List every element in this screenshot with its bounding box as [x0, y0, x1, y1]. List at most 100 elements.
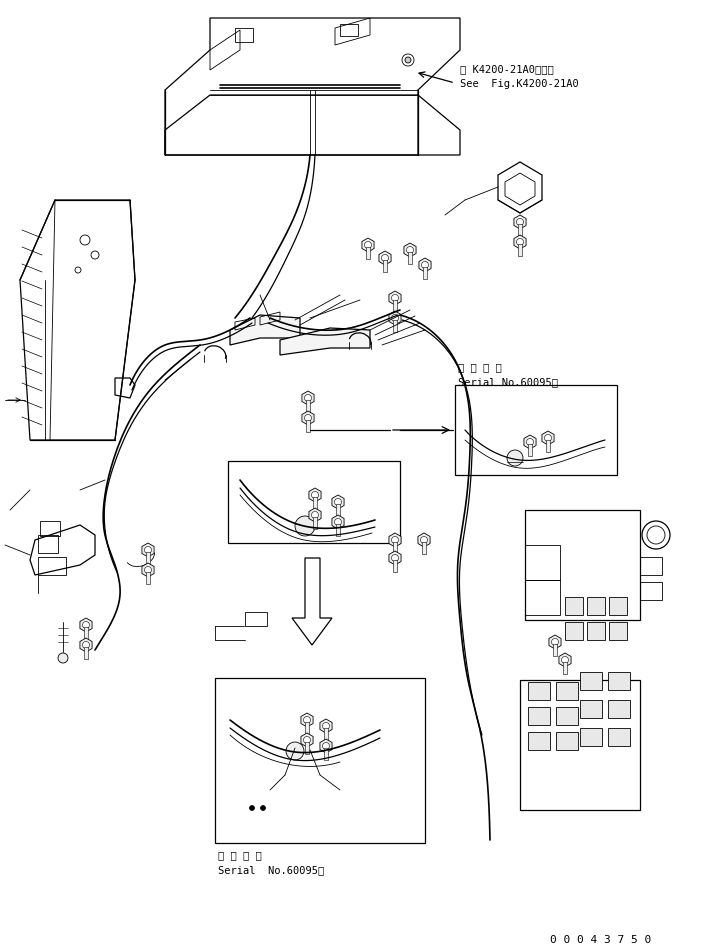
Bar — [84, 627, 88, 639]
Bar — [520, 680, 640, 810]
Bar — [336, 524, 340, 536]
Polygon shape — [142, 563, 154, 577]
Bar — [587, 622, 605, 640]
Circle shape — [526, 438, 533, 445]
Circle shape — [507, 450, 523, 466]
Circle shape — [144, 547, 151, 553]
Bar — [608, 728, 630, 746]
Bar — [324, 728, 328, 740]
Bar — [393, 320, 397, 332]
Bar — [528, 707, 550, 725]
Bar — [525, 545, 560, 580]
Bar — [556, 707, 578, 725]
Circle shape — [391, 314, 398, 322]
Polygon shape — [301, 733, 313, 747]
Polygon shape — [332, 515, 344, 529]
Bar — [305, 722, 309, 734]
Circle shape — [311, 492, 318, 498]
Circle shape — [286, 742, 304, 760]
Circle shape — [304, 395, 311, 401]
Bar — [580, 672, 602, 690]
Circle shape — [545, 435, 551, 441]
Polygon shape — [80, 618, 92, 632]
Polygon shape — [301, 713, 313, 727]
Circle shape — [551, 639, 558, 645]
Circle shape — [311, 512, 318, 518]
Circle shape — [261, 806, 266, 810]
Bar — [556, 682, 578, 700]
Bar — [235, 28, 253, 42]
Circle shape — [323, 742, 329, 750]
Bar — [580, 700, 602, 718]
Polygon shape — [389, 533, 401, 547]
Polygon shape — [302, 391, 314, 405]
Circle shape — [561, 657, 568, 663]
Circle shape — [421, 262, 428, 269]
Bar — [528, 444, 532, 456]
Circle shape — [405, 57, 411, 63]
Bar — [587, 597, 605, 615]
Circle shape — [303, 716, 311, 723]
Bar — [313, 517, 317, 529]
Bar — [215, 678, 425, 843]
Polygon shape — [389, 551, 401, 565]
Bar — [553, 644, 557, 656]
Bar — [455, 385, 617, 475]
Text: Serial  No.60095～: Serial No.60095～ — [218, 865, 324, 875]
Bar — [393, 542, 397, 554]
Bar — [306, 400, 310, 412]
Bar — [565, 597, 583, 615]
Circle shape — [391, 554, 398, 562]
Polygon shape — [320, 739, 332, 753]
Polygon shape — [309, 488, 321, 502]
Polygon shape — [418, 533, 430, 547]
Polygon shape — [80, 638, 92, 652]
Text: See  Fig.K4200-21A0: See Fig.K4200-21A0 — [460, 79, 579, 89]
Circle shape — [323, 722, 329, 730]
Polygon shape — [542, 431, 554, 445]
Text: 適 用 号 機: 適 用 号 機 — [218, 850, 262, 860]
Bar — [38, 535, 58, 553]
Bar — [608, 700, 630, 718]
Circle shape — [365, 241, 371, 249]
Bar — [366, 247, 370, 259]
Bar — [305, 742, 309, 754]
Bar — [40, 521, 60, 536]
Bar — [580, 728, 602, 746]
Polygon shape — [142, 543, 154, 557]
Bar — [336, 504, 340, 516]
Bar — [393, 300, 397, 312]
Circle shape — [304, 415, 311, 421]
Bar — [245, 612, 267, 626]
Circle shape — [516, 218, 523, 226]
Bar — [518, 224, 522, 236]
Circle shape — [249, 806, 254, 810]
Bar — [324, 748, 328, 760]
Circle shape — [381, 254, 388, 262]
Bar — [565, 622, 583, 640]
Circle shape — [334, 498, 341, 506]
Polygon shape — [419, 258, 431, 272]
Polygon shape — [302, 411, 314, 425]
Bar — [609, 622, 627, 640]
Circle shape — [334, 518, 341, 526]
Circle shape — [421, 536, 428, 544]
Polygon shape — [524, 435, 536, 449]
Polygon shape — [292, 558, 332, 645]
Polygon shape — [514, 215, 526, 229]
Polygon shape — [320, 719, 332, 733]
Bar — [228, 461, 400, 543]
Bar — [84, 647, 88, 659]
Polygon shape — [559, 653, 571, 667]
Bar — [408, 252, 412, 264]
Circle shape — [58, 653, 68, 663]
Text: 第 K4200-21A0図参照: 第 K4200-21A0図参照 — [460, 64, 554, 74]
Bar — [556, 732, 578, 750]
Bar — [146, 572, 150, 584]
Circle shape — [303, 736, 311, 743]
Bar — [38, 557, 66, 575]
Text: 0 0 0 4 3 7 5 0: 0 0 0 4 3 7 5 0 — [550, 935, 651, 945]
Bar — [546, 440, 550, 452]
Circle shape — [516, 238, 523, 246]
Polygon shape — [280, 328, 370, 355]
